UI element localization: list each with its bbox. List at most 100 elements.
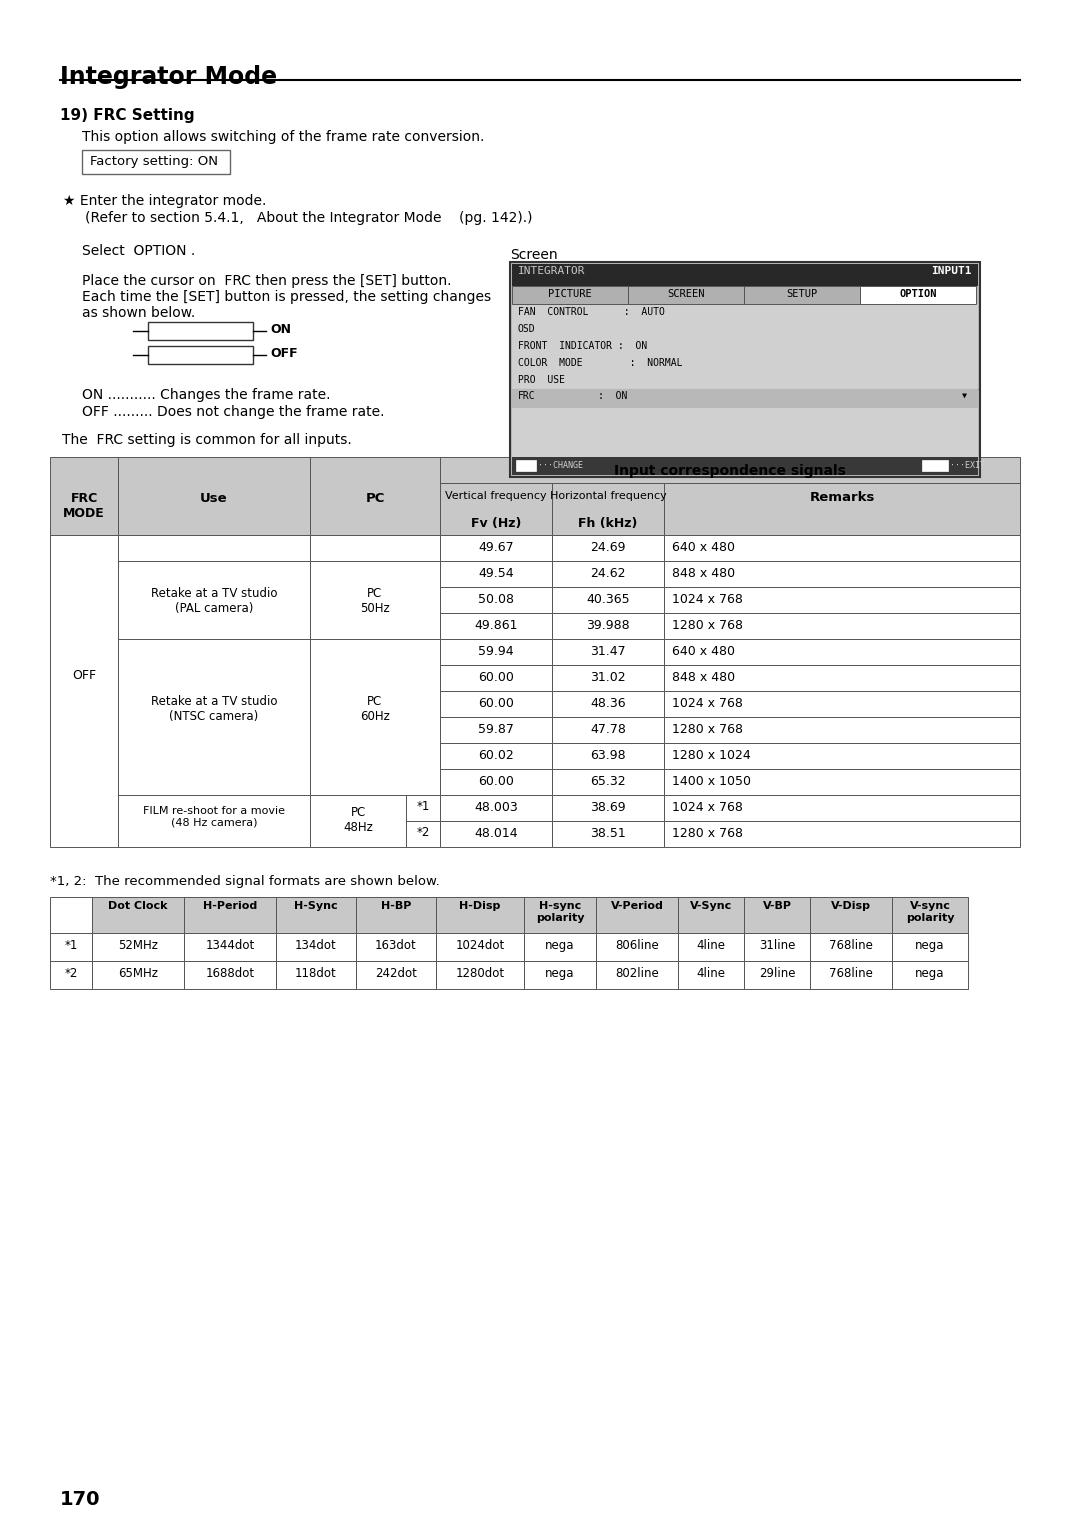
Bar [664, 769, 1020, 795]
Text: nega: nega [545, 940, 575, 952]
Text: V-Period: V-Period [610, 902, 663, 911]
Bar [440, 821, 552, 847]
Bar [552, 691, 664, 717]
Bar [440, 743, 552, 769]
Text: PRO  USE: PRO USE [518, 374, 565, 385]
Text: V-sync
polarity: V-sync polarity [906, 902, 955, 923]
Bar [148, 322, 253, 341]
Text: 31.47: 31.47 [590, 645, 625, 659]
Bar [512, 304, 978, 457]
Bar [664, 717, 1020, 743]
Text: 60.02: 60.02 [478, 749, 514, 762]
Text: Integrator Mode: Integrator Mode [60, 66, 278, 89]
Text: ON ........... Changes the frame rate.: ON ........... Changes the frame rate. [82, 388, 330, 402]
Text: as shown below.: as shown below. [82, 306, 195, 319]
Bar [664, 691, 1020, 717]
Bar [744, 961, 810, 989]
Bar [310, 457, 440, 535]
Text: 1688dot: 1688dot [205, 967, 255, 979]
Text: *2: *2 [65, 967, 78, 979]
Text: OFF ......... Does not change the frame rate.: OFF ......... Does not change the frame … [82, 405, 384, 419]
Bar [92, 934, 184, 961]
Bar [552, 769, 664, 795]
Text: 48.36: 48.36 [590, 697, 625, 711]
Text: 63.98: 63.98 [590, 749, 625, 762]
Bar [440, 535, 552, 561]
Text: 768line: 768line [829, 940, 873, 952]
Text: OFF: OFF [270, 347, 298, 361]
Text: SETUP: SETUP [786, 289, 818, 299]
Text: Retake at a TV studio
(PAL camera): Retake at a TV studio (PAL camera) [151, 587, 278, 614]
Bar [512, 264, 978, 286]
Text: ···EXIT: ···EXIT [950, 461, 985, 471]
Bar [440, 613, 552, 639]
Text: 1024dot: 1024dot [456, 940, 504, 952]
Text: Use: Use [200, 492, 228, 504]
Bar [440, 561, 552, 587]
Bar [512, 457, 978, 475]
Text: H-Period: H-Period [203, 902, 257, 911]
Bar [810, 897, 892, 934]
Text: 640 x 480: 640 x 480 [672, 645, 735, 659]
Bar [552, 639, 664, 665]
Text: V-BP: V-BP [762, 902, 792, 911]
Bar [310, 795, 406, 847]
Text: PC
50Hz: PC 50Hz [360, 587, 390, 614]
Text: MENU: MENU [923, 461, 942, 471]
Bar [440, 717, 552, 743]
Bar [664, 795, 1020, 821]
Bar [664, 587, 1020, 613]
Bar [664, 561, 1020, 587]
Text: 1280 x 1024: 1280 x 1024 [672, 749, 751, 762]
Bar [664, 535, 1020, 561]
Bar [744, 934, 810, 961]
Bar [276, 897, 356, 934]
Bar [50, 535, 118, 847]
Text: 1344dot: 1344dot [205, 940, 255, 952]
Text: 47.78: 47.78 [590, 723, 626, 736]
Text: 24.69: 24.69 [591, 541, 625, 555]
Bar [552, 795, 664, 821]
Text: 163dot: 163dot [375, 940, 417, 952]
Bar [922, 460, 948, 471]
Text: The  FRC setting is common for all inputs.: The FRC setting is common for all inputs… [62, 432, 352, 448]
Bar [118, 457, 310, 535]
Text: 806line: 806line [616, 940, 659, 952]
Bar [50, 897, 92, 934]
Text: H-Disp: H-Disp [459, 902, 501, 911]
Text: 1280 x 768: 1280 x 768 [672, 827, 743, 840]
Bar [440, 691, 552, 717]
Text: Dot Clock: Dot Clock [108, 902, 167, 911]
Text: 65.32: 65.32 [590, 775, 625, 788]
Text: FAN  CONTROL      :  AUTO: FAN CONTROL : AUTO [518, 307, 665, 316]
Text: Vertical frequency: Vertical frequency [445, 490, 546, 501]
Bar [510, 261, 980, 477]
Bar [552, 535, 664, 561]
Text: 59.94: 59.94 [478, 645, 514, 659]
Bar [596, 934, 678, 961]
Text: 1400 x 1050: 1400 x 1050 [672, 775, 751, 788]
Text: 52MHz: 52MHz [118, 940, 158, 952]
Text: Fv (Hz): Fv (Hz) [471, 516, 522, 530]
Text: Fh (kHz): Fh (kHz) [578, 516, 637, 530]
Text: 1280 x 768: 1280 x 768 [672, 723, 743, 736]
Text: ★ Enter the integrator mode.: ★ Enter the integrator mode. [63, 194, 267, 208]
Text: 50.08: 50.08 [478, 593, 514, 607]
Text: *2: *2 [416, 827, 430, 839]
Text: Horizontal frequency: Horizontal frequency [550, 490, 666, 501]
Text: 31.02: 31.02 [590, 671, 625, 685]
Bar [552, 743, 664, 769]
Text: FRC
MODE: FRC MODE [63, 492, 105, 520]
Bar [184, 934, 276, 961]
Bar [436, 934, 524, 961]
Bar [436, 961, 524, 989]
Text: 60.00: 60.00 [478, 671, 514, 685]
Text: 49.54: 49.54 [478, 567, 514, 581]
Bar [184, 961, 276, 989]
Bar [406, 795, 440, 821]
Bar [92, 961, 184, 989]
Bar [118, 561, 310, 639]
Bar [276, 961, 356, 989]
Bar [552, 561, 664, 587]
Bar [524, 961, 596, 989]
